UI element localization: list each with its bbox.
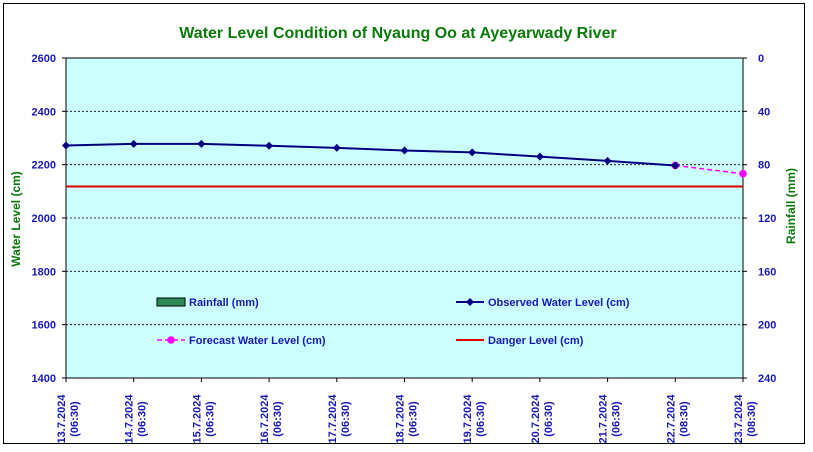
x-tick-date: 21.7.2024 [598,394,610,444]
x-tick-label: 14.7.2024 (06:30) [124,394,149,444]
x-tick-date: 22.7.2024 [665,394,677,444]
x-tick-date: 15.7.2024 [191,394,203,444]
x-tick-label: 17.7.2024 (06:30) [327,394,352,444]
y-tick-label: 1600 [32,320,56,332]
x-tick-time: (06:30) [475,401,487,437]
y2-tick-label: 40 [758,106,770,118]
x-tick-label: 19.7.2024 (06:30) [462,394,487,444]
y-tick-label: 1400 [32,373,56,385]
x-tick-date: 17.7.2024 [327,394,339,444]
observed-point [468,148,477,157]
y-tick-label: 1800 [32,266,56,278]
x-tick-date: 16.7.2024 [259,394,271,444]
x-tick-time: (06:30) [611,401,623,437]
observed-point [603,156,612,165]
x-tick-time: (06:30) [543,401,555,437]
legend-danger-label: Danger Level (cm) [488,335,584,347]
x-tick-date: 18.7.2024 [395,394,407,444]
observed-point [332,143,341,152]
x-tick-time: (08:30) [746,401,758,437]
observed-point [129,139,138,148]
x-tick-label: 18.7.2024 (06:30) [395,394,420,444]
x-tick-date: 19.7.2024 [462,394,474,444]
x-tick-label: 21.7.2024 (06:30) [598,394,623,444]
x-tick-date: 14.7.2024 [124,394,136,444]
observed-point [62,141,70,150]
x-tick-time: (06:30) [340,401,352,437]
chart-title: Water Level Condition of Nyaung Oo at Ay… [179,25,616,42]
y2-axis-label: Rainfall (mm) [784,168,798,244]
legend-observed-marker [466,298,474,306]
x-tick-time: (08:30) [678,401,690,437]
observed-line [65,142,676,167]
forecast-line [675,164,744,175]
x-tick-label: 20.7.2024 (06:30) [530,394,555,444]
x-tick-date: 23.7.2024 [733,394,745,444]
observed-point [265,141,274,150]
x-tick-label: 22.7.2024 (08:30) [665,394,690,444]
legend-rainfall-label: Rainfall (mm) [189,297,259,309]
observed-point [535,152,544,161]
x-tick-date: 13.7.2024 [56,394,68,444]
x-tick-time: (06:30) [137,401,149,437]
y-axis-label: Water Level (cm) [9,171,23,267]
observed-point [197,139,206,148]
x-tick-time: (06:30) [69,401,81,437]
y2-tick-label: 160 [758,266,776,278]
x-tick-label: 23.7.2024 (08:30) [733,394,758,444]
forecast-point [739,169,747,178]
x-tick-time: (06:30) [408,401,420,437]
legend-forecast-label: Forecast Water Level (cm) [189,335,326,347]
y2-tick-label: 200 [758,320,776,332]
observed-point [400,146,409,155]
x-tick-label: 13.7.2024 (06:30) [56,394,81,444]
x-tick-label: 15.7.2024 (06:30) [191,394,216,444]
legend-observed-label: Observed Water Level (cm) [488,297,630,309]
x-tick-time: (06:30) [272,401,284,437]
y2-tick-label: 120 [758,213,776,225]
y2-tick-label: 80 [758,160,770,172]
x-tick-date: 20.7.2024 [530,394,542,444]
x-tick-label: 16.7.2024 (06:30) [259,394,284,444]
y-tick-label: 2600 [32,53,56,65]
legend-rainfall-swatch [156,297,186,307]
y2-tick-label: 240 [758,373,776,385]
observed-point [671,161,680,170]
y-tick-label: 2000 [32,213,56,225]
y2-tick-label: 0 [758,53,764,65]
y-tick-label: 2400 [32,106,56,118]
x-tick-time: (06:30) [204,401,216,437]
y-tick-label: 2200 [32,160,56,172]
legend-forecast-marker [167,336,175,344]
